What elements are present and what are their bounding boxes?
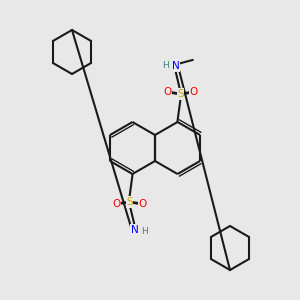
Text: H: H (141, 226, 148, 236)
Text: N: N (130, 225, 138, 235)
Text: H: H (162, 61, 169, 70)
Text: S: S (126, 197, 133, 207)
Text: O: O (138, 199, 147, 209)
Text: O: O (112, 199, 121, 209)
Text: O: O (189, 87, 198, 97)
Text: S: S (177, 89, 184, 99)
Text: N: N (172, 61, 179, 71)
Text: O: O (164, 87, 172, 97)
